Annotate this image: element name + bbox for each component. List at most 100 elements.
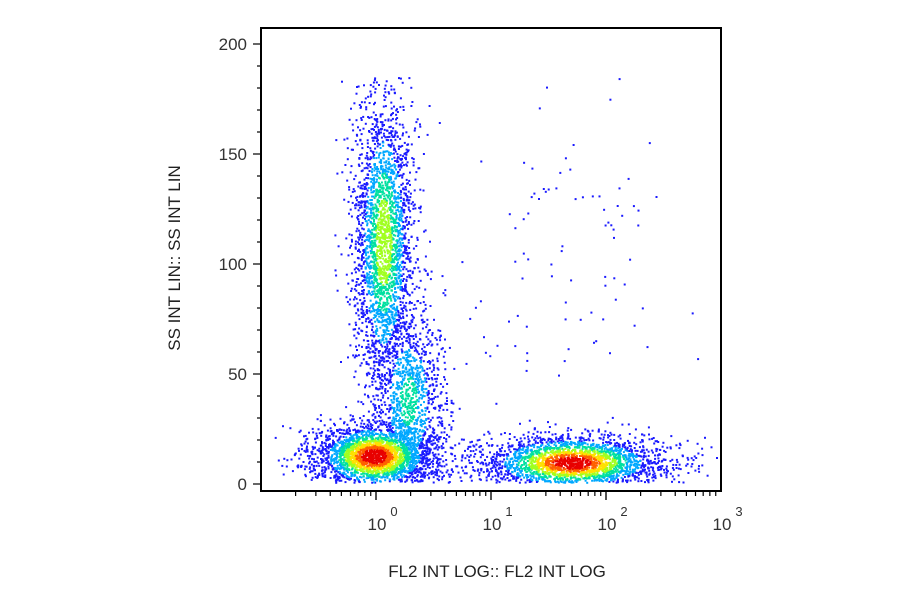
data-point: [395, 109, 398, 112]
data-point: [373, 243, 376, 246]
data-point: [375, 157, 378, 160]
data-point: [415, 470, 418, 473]
data-point: [377, 272, 380, 275]
data-point: [385, 138, 388, 141]
data-point: [368, 459, 371, 462]
data-point: [387, 437, 390, 440]
data-point: [385, 166, 388, 169]
data-point: [388, 186, 391, 189]
data-point: [436, 377, 438, 380]
data-point: [389, 165, 392, 168]
data-point: [352, 450, 354, 452]
data-point: [362, 354, 365, 356]
data-point: [401, 182, 404, 185]
data-point: [379, 416, 382, 419]
data-point: [366, 465, 369, 468]
data-point: [385, 258, 387, 261]
data-point: [368, 356, 371, 359]
data-point: [378, 185, 381, 188]
data-point: [349, 447, 352, 450]
data-point: [372, 224, 374, 227]
data-point: [404, 237, 407, 240]
data-point: [315, 432, 318, 435]
data-point: [390, 299, 393, 302]
data-point: [390, 211, 393, 214]
data-point: [372, 179, 375, 182]
data-point: [360, 242, 363, 245]
data-point: [368, 170, 371, 172]
data-point: [424, 269, 427, 272]
data-point: [395, 437, 398, 440]
data-point: [396, 250, 399, 253]
data-point: [372, 437, 375, 440]
data-point: [447, 473, 450, 476]
data-point: [369, 469, 371, 472]
data-point: [397, 230, 399, 233]
data-point: [430, 461, 433, 464]
data-point: [351, 253, 354, 256]
data-point: [346, 475, 349, 478]
data-point: [351, 467, 354, 470]
data-point: [364, 462, 367, 465]
data-point: [388, 166, 391, 169]
data-point: [370, 318, 373, 321]
data-point: [403, 326, 406, 329]
data-point: [387, 229, 390, 232]
data-point: [360, 292, 363, 295]
data-point: [389, 478, 392, 481]
data-point: [379, 311, 382, 314]
data-point: [361, 305, 364, 308]
data-point: [358, 475, 361, 478]
data-point: [353, 102, 356, 105]
data-point: [344, 481, 347, 484]
data-point: [373, 166, 376, 169]
data-point: [357, 229, 360, 232]
data-point: [379, 115, 382, 118]
data-point: [402, 126, 405, 129]
data-point: [397, 195, 400, 198]
data-point: [360, 133, 363, 136]
data-point: [394, 320, 397, 323]
data-point: [349, 437, 352, 440]
data-point: [363, 480, 366, 483]
data-point: [464, 449, 466, 452]
data-point: [387, 333, 390, 335]
data-point: [396, 135, 399, 138]
data-point: [395, 225, 398, 228]
data-point: [375, 208, 378, 211]
data-point: [409, 308, 412, 311]
data-point: [409, 210, 412, 213]
data-point: [376, 329, 379, 332]
data-point: [377, 444, 380, 447]
data-point: [375, 348, 378, 351]
data-point: [402, 273, 405, 276]
data-point: [379, 229, 382, 232]
data-point: [356, 86, 358, 88]
data-point: [350, 449, 353, 452]
data-point: [409, 448, 412, 451]
data-point: [429, 462, 432, 465]
data-point: [345, 447, 348, 450]
data-point: [335, 454, 338, 456]
data-point: [329, 449, 332, 451]
data-point: [437, 463, 440, 466]
data-point: [372, 454, 375, 457]
data-point: [363, 472, 366, 475]
data-point: [366, 238, 369, 241]
data-point: [412, 338, 415, 340]
data-point: [343, 422, 345, 425]
data-point: [391, 443, 394, 446]
data-point: [424, 468, 427, 471]
data-point: [400, 244, 403, 247]
data-point: [370, 266, 373, 269]
data-point: [366, 189, 369, 192]
data-point: [327, 447, 330, 450]
data-point: [397, 448, 400, 451]
data-point: [367, 164, 370, 167]
data-point: [357, 204, 360, 207]
data-point: [384, 319, 386, 322]
data-point: [374, 347, 377, 350]
data-point: [386, 299, 389, 302]
data-point: [425, 439, 428, 442]
data-point: [396, 325, 398, 328]
